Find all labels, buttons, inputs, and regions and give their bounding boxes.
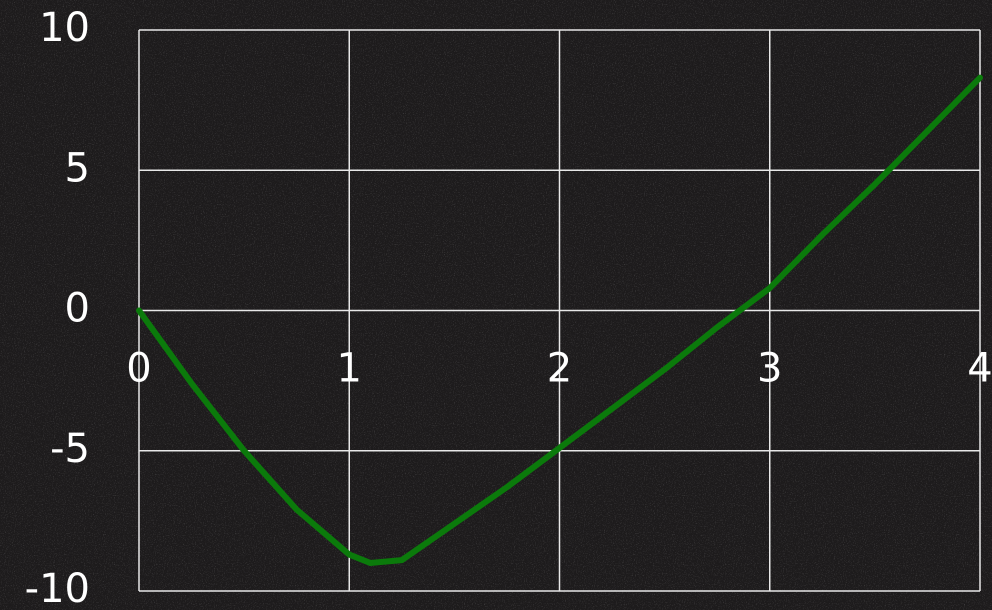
x-tick-label: 4: [967, 346, 992, 392]
plot: [136, 74, 983, 566]
x-tick-label: 1: [337, 346, 362, 392]
x-tick-label: 0: [126, 346, 151, 392]
x-tick-label: 3: [757, 346, 782, 392]
y-tick-label: -5: [50, 426, 90, 472]
y-tick-label: 0: [65, 286, 90, 332]
data-line: [136, 74, 983, 566]
tick-labels: -10 -5 0 5 10 0 1 2 3 4: [25, 5, 992, 610]
y-tick-label: -10: [25, 566, 90, 610]
x-tick-label: 2: [547, 346, 572, 392]
y-tick-label: 10: [39, 5, 90, 51]
y-tick-label: 5: [65, 145, 90, 191]
